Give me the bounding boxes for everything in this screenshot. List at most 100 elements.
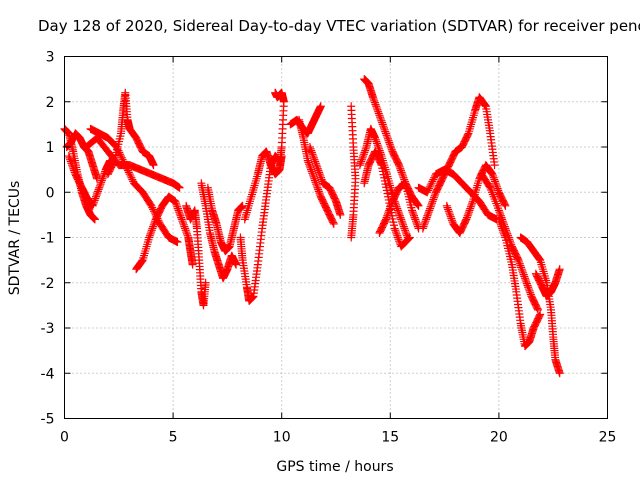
data-point — [392, 229, 401, 238]
data-point — [201, 278, 210, 287]
data-point — [424, 209, 433, 218]
data-point — [116, 150, 125, 159]
data-point — [383, 211, 392, 220]
data-point — [387, 200, 396, 209]
data-point — [489, 173, 498, 182]
x-tick-label: 5 — [169, 430, 178, 446]
data-point — [496, 219, 505, 228]
data-point — [182, 228, 191, 237]
data-point — [370, 98, 379, 107]
data-point — [120, 159, 129, 168]
data-point — [314, 187, 323, 196]
data-point — [495, 208, 504, 217]
data-point — [374, 109, 383, 118]
data-point — [525, 286, 534, 295]
data-point — [329, 219, 338, 228]
data-point — [408, 208, 417, 217]
data-point — [386, 202, 395, 211]
data-point — [427, 200, 436, 209]
series-trace-13 — [271, 88, 288, 170]
data-point — [315, 189, 324, 198]
data-point — [535, 311, 544, 320]
data-point — [310, 174, 319, 183]
data-point — [495, 217, 504, 226]
x-tick-label: 25 — [599, 430, 617, 446]
data-point — [149, 205, 158, 214]
data-point — [426, 181, 435, 190]
data-point — [463, 130, 472, 139]
data-point — [89, 200, 98, 209]
data-point — [314, 185, 323, 194]
data-point — [422, 213, 431, 222]
data-point — [517, 265, 526, 274]
series-trace-20 — [360, 147, 414, 251]
data-point — [369, 95, 378, 104]
data-point — [91, 194, 100, 203]
data-point — [396, 213, 405, 222]
data-point — [92, 190, 101, 199]
data-point — [275, 161, 284, 170]
data-point — [395, 237, 404, 246]
data-point — [117, 153, 126, 162]
data-point — [398, 170, 407, 179]
data-point — [421, 217, 430, 226]
x-axis-label: GPS time / hours — [276, 459, 393, 475]
data-point — [443, 203, 452, 212]
data-point — [96, 180, 105, 189]
series-trace-11 — [236, 152, 284, 305]
data-point — [412, 219, 421, 228]
data-point — [523, 281, 532, 290]
data-point — [355, 161, 364, 170]
data-point — [174, 206, 183, 215]
data-point — [123, 164, 132, 173]
series-trace-6 — [103, 88, 158, 179]
data-point — [95, 183, 104, 192]
data-point — [399, 220, 408, 229]
data-point — [149, 222, 158, 231]
series-trace-22 — [418, 93, 499, 233]
data-point — [380, 123, 389, 132]
data-point — [430, 173, 439, 182]
data-point — [520, 272, 529, 281]
data-point — [173, 238, 182, 247]
data-point — [468, 199, 477, 208]
series-trace-17 — [347, 102, 360, 242]
data-point — [356, 159, 365, 168]
data-point — [171, 197, 180, 206]
data-point — [312, 180, 321, 189]
data-point — [175, 209, 184, 218]
data-point — [378, 118, 387, 127]
data-point — [428, 197, 437, 206]
data-point — [517, 263, 526, 272]
series-trace-26 — [494, 215, 545, 351]
data-point — [118, 155, 127, 164]
data-point — [383, 133, 392, 142]
data-point — [394, 208, 403, 217]
data-point — [149, 220, 158, 229]
data-point — [428, 199, 437, 208]
data-point — [464, 208, 473, 217]
data-point — [178, 217, 187, 226]
data-point — [372, 104, 381, 113]
data-point — [357, 155, 366, 164]
data-point — [394, 235, 403, 244]
data-point — [373, 105, 382, 114]
data-point — [119, 157, 128, 166]
data-point — [425, 182, 434, 191]
data-point — [177, 213, 186, 222]
data-point — [533, 305, 542, 314]
data-point — [410, 213, 419, 222]
data-point — [371, 133, 380, 142]
data-point — [385, 206, 394, 215]
data-point — [490, 177, 499, 186]
data-point — [306, 163, 315, 172]
data-point — [305, 162, 314, 171]
data-point — [409, 211, 418, 220]
data-point — [183, 229, 192, 238]
data-point — [491, 179, 500, 188]
data-point — [316, 102, 325, 111]
data-point — [465, 206, 474, 215]
data-point — [317, 175, 326, 184]
data-point — [402, 229, 411, 238]
data-point — [145, 231, 154, 240]
